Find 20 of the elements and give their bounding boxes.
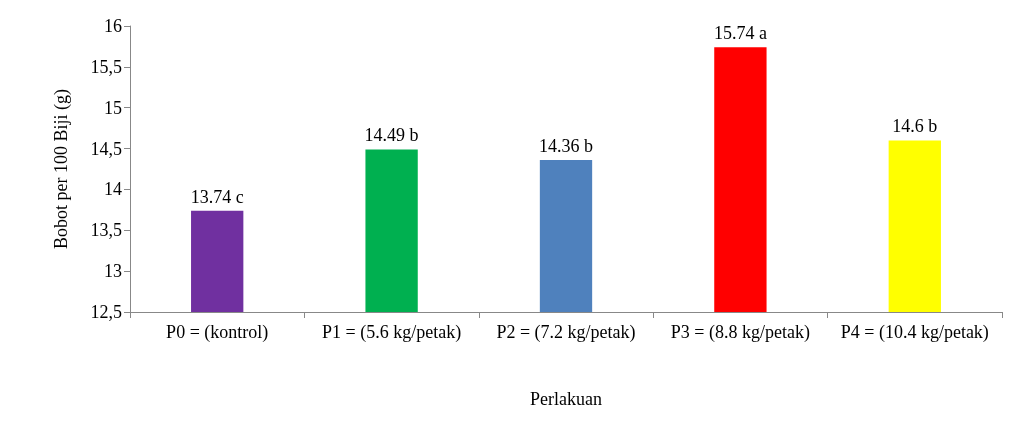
y-tick-label: 15,5 bbox=[90, 56, 122, 77]
data-label: 14.36 b bbox=[539, 136, 593, 157]
y-tick-label: 15 bbox=[104, 97, 122, 118]
y-tick-label: 16 bbox=[104, 16, 122, 36]
data-label: 14.49 b bbox=[364, 125, 419, 146]
y-tick-label: 14,5 bbox=[90, 138, 122, 159]
data-label: 13.74 c bbox=[190, 186, 244, 207]
data-label: 14.6 b bbox=[892, 116, 938, 137]
y-tick-label: 13 bbox=[104, 261, 122, 282]
y-tick-label: 13,5 bbox=[90, 220, 122, 241]
x-tick-label: P0 = (kontrol) bbox=[166, 322, 269, 343]
y-tick-label: 12,5 bbox=[90, 302, 122, 322]
y-axis-title: Bobot per 100 Biji (g) bbox=[51, 89, 72, 249]
x-axis-title: Perlakuan bbox=[530, 389, 602, 409]
x-tick-label: P1 = (5.6 kg/petak) bbox=[322, 322, 462, 343]
x-tick-label: P3 = (8.8 kg/petak) bbox=[670, 322, 810, 343]
x-tick-label: P2 = (7.2 kg/petak) bbox=[496, 322, 636, 343]
data-label: 15.74 a bbox=[713, 23, 767, 44]
y-tick-label: 14 bbox=[104, 179, 122, 200]
x-tick-label: P4 = (10.4 kg/petak) bbox=[840, 322, 989, 343]
